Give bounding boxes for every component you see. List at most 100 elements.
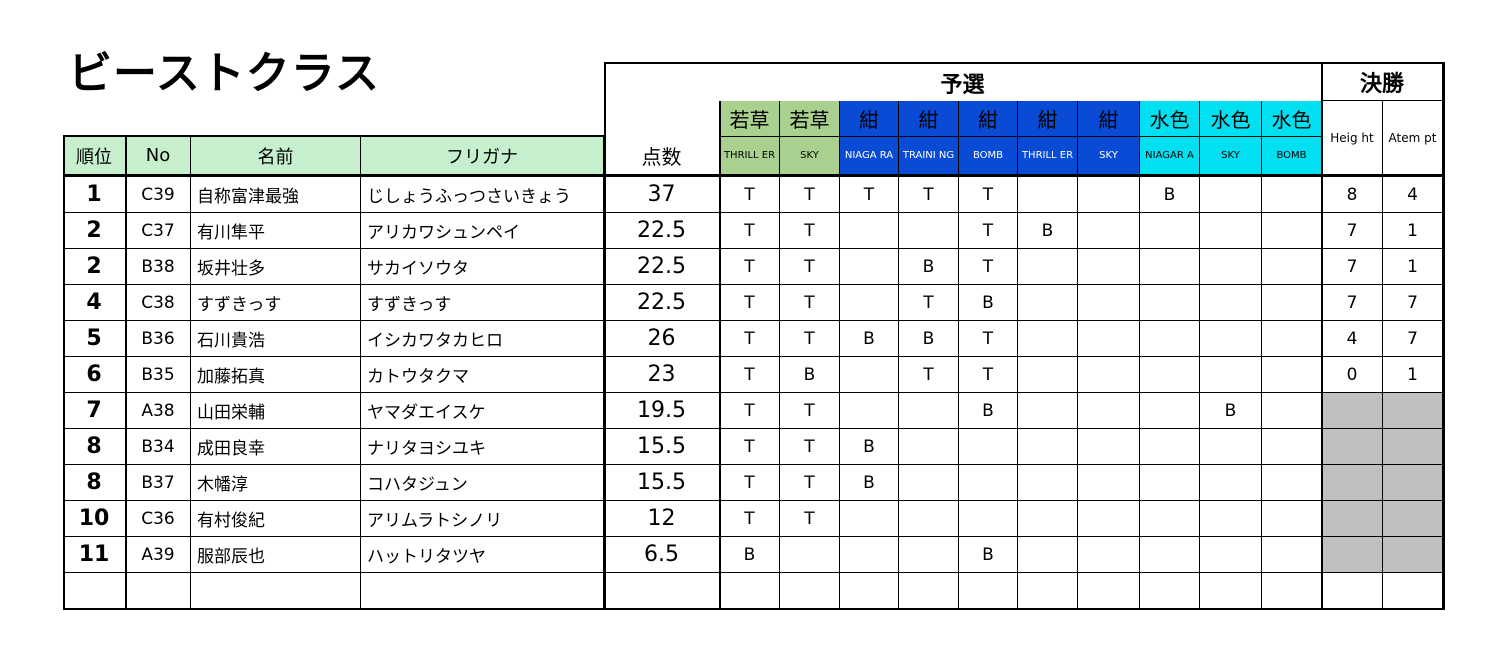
attempt-cell: [1383, 537, 1443, 573]
course-name: SKY: [780, 137, 840, 175]
name-cell: 成田良幸: [191, 429, 361, 465]
score-header-spacer: [604, 101, 720, 137]
no-cell: C38: [126, 285, 191, 321]
course-result-cell: [840, 393, 899, 429]
course-result-cell: [1262, 177, 1322, 213]
course-result-cell: [1018, 573, 1078, 609]
score-cell: 15.5: [604, 429, 720, 465]
course-result-cell: [1018, 429, 1078, 465]
course-result-cell: T: [720, 393, 780, 429]
course-result-cell: [1078, 357, 1140, 393]
height-cell: 8: [1322, 177, 1383, 213]
rank-header: 順位: [63, 137, 126, 175]
name-cell: 有村俊紀: [191, 501, 361, 537]
course-result-cell: [1262, 249, 1322, 285]
course-result-cell: [1200, 285, 1262, 321]
course-level: 紺: [899, 101, 959, 137]
course-result-cell: [780, 573, 840, 609]
height-cell: [1322, 465, 1383, 501]
no-cell: B34: [126, 429, 191, 465]
attempt-cell: [1383, 429, 1443, 465]
name-cell: 服部辰也: [191, 537, 361, 573]
no-cell: B37: [126, 465, 191, 501]
score-cell: 37: [604, 177, 720, 213]
score-cell: 6.5: [604, 537, 720, 573]
course-result-cell: T: [959, 321, 1018, 357]
course-result-cell: B: [840, 321, 899, 357]
course-result-cell: [1140, 429, 1200, 465]
header-divider: [63, 175, 1444, 177]
course-level: 紺: [1078, 101, 1140, 137]
course-name: NIAGA RA: [840, 137, 899, 175]
name-cell: 石川貴浩: [191, 321, 361, 357]
rank-cell: 5: [63, 321, 126, 357]
name-cell: 木幡淳: [191, 465, 361, 501]
course-result-cell: [1262, 393, 1322, 429]
height-cell: [1322, 429, 1383, 465]
course-result-cell: [1200, 537, 1262, 573]
course-result-cell: [1078, 321, 1140, 357]
course-result-cell: [1200, 249, 1262, 285]
course-result-cell: T: [959, 213, 1018, 249]
course-result-cell: T: [899, 285, 959, 321]
course-result-cell: B: [840, 465, 899, 501]
name-cell: [191, 573, 361, 609]
course-result-cell: [1018, 249, 1078, 285]
course-result-cell: T: [720, 357, 780, 393]
course-result-cell: [1262, 357, 1322, 393]
name-header: 名前: [191, 137, 361, 175]
course-result-cell: [1140, 213, 1200, 249]
course-result-cell: [1018, 393, 1078, 429]
course-result-cell: T: [720, 465, 780, 501]
rank-cell: 4: [63, 285, 126, 321]
course-result-cell: T: [780, 249, 840, 285]
course-result-cell: [1262, 429, 1322, 465]
course-result-cell: [1140, 501, 1200, 537]
course-level: 若草: [780, 101, 840, 137]
attempt-cell: [1383, 501, 1443, 537]
course-result-cell: [1078, 249, 1140, 285]
course-result-cell: T: [780, 213, 840, 249]
course-result-cell: [1140, 321, 1200, 357]
course-result-cell: [1262, 213, 1322, 249]
course-result-cell: T: [780, 321, 840, 357]
score-cell: [604, 573, 720, 609]
name-cell: 自称富津最強: [191, 177, 361, 213]
furigana-cell: ナリタヨシユキ: [361, 429, 604, 465]
course-result-cell: T: [780, 393, 840, 429]
course-result-cell: T: [959, 357, 1018, 393]
course-sep: [719, 101, 721, 609]
course-result-cell: [1140, 249, 1200, 285]
furigana-cell: イシカワタカヒロ: [361, 321, 604, 357]
course-result-cell: B: [959, 537, 1018, 573]
course-result-cell: [899, 213, 959, 249]
course-result-cell: [1018, 501, 1078, 537]
course-result-cell: B: [899, 249, 959, 285]
rank-cell: 10: [63, 501, 126, 537]
course-result-cell: [1140, 465, 1200, 501]
course-result-cell: [1018, 285, 1078, 321]
furigana-cell: アリカワシュンペイ: [361, 213, 604, 249]
no-cell: C39: [126, 177, 191, 213]
furigana-cell: [361, 573, 604, 609]
course-result-cell: [899, 537, 959, 573]
course-name: BOMB: [959, 137, 1018, 175]
furigana-cell: ヤマダエイスケ: [361, 393, 604, 429]
course-result-cell: [1262, 501, 1322, 537]
course-result-cell: T: [720, 177, 780, 213]
course-result-cell: T: [720, 321, 780, 357]
furigana-cell: サカイソウタ: [361, 249, 604, 285]
rank-cell: 2: [63, 213, 126, 249]
height-cell: [1322, 573, 1383, 609]
course-result-cell: [1140, 357, 1200, 393]
course-result-cell: T: [780, 429, 840, 465]
name-cell: 有川隼平: [191, 213, 361, 249]
score-cell: 12: [604, 501, 720, 537]
score-cell: 15.5: [604, 465, 720, 501]
course-name: SKY: [1200, 137, 1262, 175]
course-result-cell: [959, 573, 1018, 609]
furigana-cell: ハットリタツヤ: [361, 537, 604, 573]
course-result-cell: B: [899, 321, 959, 357]
course-result-cell: T: [899, 357, 959, 393]
attempt-cell: 1: [1383, 249, 1443, 285]
